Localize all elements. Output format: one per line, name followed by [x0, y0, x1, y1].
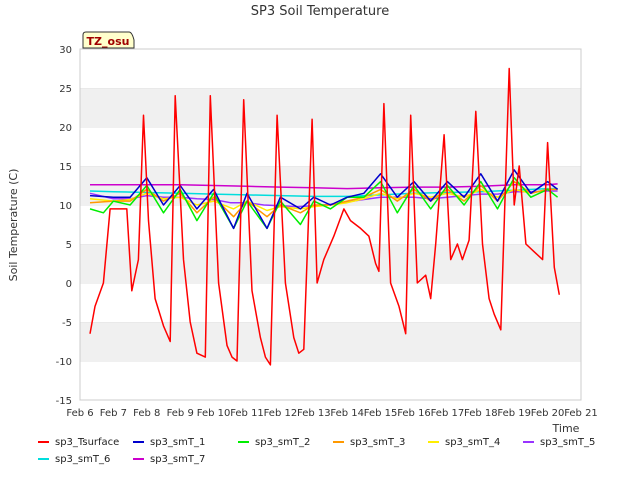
- y-tick-label: 0: [66, 279, 72, 290]
- grid-band: [80, 244, 581, 283]
- legend-item: sp3_smT_7: [133, 453, 205, 467]
- legend-swatch: [133, 458, 144, 460]
- x-tick-label: Feb 20: [531, 408, 565, 419]
- grid-band: [80, 88, 581, 127]
- legend-label: sp3_smT_5: [540, 437, 596, 448]
- legend-item: sp3_smT_3: [333, 436, 405, 450]
- y-tick-label: -15: [56, 396, 72, 407]
- x-tick-label: Feb 10: [197, 408, 231, 419]
- legend-swatch: [38, 458, 49, 460]
- grid-band: [80, 127, 581, 166]
- legend-label: sp3_Tsurface: [55, 437, 120, 448]
- legend-label: sp3_smT_7: [150, 454, 206, 465]
- legend-item: sp3_Tsurface: [38, 436, 119, 450]
- grid-band: [80, 361, 581, 400]
- y-tick-label: 5: [66, 240, 72, 251]
- series-layer: [89, 67, 561, 366]
- plot-frame: [79, 48, 582, 401]
- site-badge: TZ_osu: [82, 31, 135, 49]
- y-tick-label: -5: [62, 318, 72, 329]
- x-axis-label: Time: [552, 422, 580, 435]
- x-tick-label: Feb 21: [564, 408, 598, 419]
- y-tick-label: 15: [59, 162, 72, 173]
- x-tick-label: Feb 16: [397, 408, 431, 419]
- legend-item: sp3_smT_1: [133, 436, 205, 450]
- legend-label: sp3_smT_3: [350, 437, 406, 448]
- grid-band: [80, 49, 581, 88]
- x-tick-label: Feb 6: [66, 408, 93, 419]
- legend-item: sp3_smT_5: [523, 436, 595, 450]
- x-tick-label: Feb 19: [497, 408, 531, 419]
- legend-item: sp3_smT_2: [238, 436, 310, 450]
- y-tick-labels: -15 -10 -5 0 5 10 15 20 25 30: [56, 45, 72, 407]
- series-line-sp3-smt-1: [89, 169, 559, 230]
- x-tick-label: Feb 17: [431, 408, 465, 419]
- legend-swatch: [38, 441, 49, 443]
- grid-band: [80, 322, 581, 361]
- y-tick-label: -10: [56, 357, 72, 368]
- y-tick-label: 25: [59, 84, 72, 95]
- x-tick-label: Feb 8: [133, 408, 160, 419]
- y-tick-label: 20: [59, 123, 72, 134]
- x-tick-labels: Feb 6 Feb 7 Feb 8 Feb 9 Feb 10 Feb 11 Feb 12 Fe…: [66, 408, 597, 419]
- legend-label: sp3_smT_2: [255, 437, 311, 448]
- legend-swatch: [333, 441, 344, 443]
- series-line-sp3-smt-2: [89, 176, 559, 230]
- grid-band: [80, 205, 581, 244]
- chart-title: SP3 Soil Temperature: [251, 4, 389, 19]
- site-badge-label: TZ_osu: [87, 35, 130, 48]
- legend-item: sp3_smT_4: [428, 436, 500, 450]
- x-tick-label: Feb 18: [464, 408, 498, 419]
- x-tick-label: Feb 11: [230, 408, 264, 419]
- series-line-sp3-smt-7: [90, 183, 558, 190]
- x-tick-label: Feb 9: [167, 408, 194, 419]
- y-tick-label: 30: [59, 45, 72, 56]
- legend-swatch: [238, 441, 249, 443]
- legend-swatch: [428, 441, 439, 443]
- series-line-sp3-tsurface: [89, 67, 561, 366]
- legend-item: sp3_smT_6: [38, 453, 110, 467]
- grid-bands: [80, 48, 581, 400]
- legend-label: sp3_smT_1: [150, 437, 206, 448]
- y-axis-label: Soil Temperature (C): [7, 169, 20, 282]
- legend-label: sp3_smT_6: [55, 454, 111, 465]
- x-tick-label: Feb 7: [100, 408, 127, 419]
- x-tick-label: Feb 12: [264, 408, 298, 419]
- legend-swatch: [523, 441, 534, 443]
- x-tick-label: Feb 13: [297, 408, 331, 419]
- chart-legend: sp3_Tsurface sp3_smT_1 sp3_smT_2 sp3_smT_3 s…: [0, 436, 640, 476]
- grid-band: [80, 283, 581, 322]
- x-tick-label: Feb 15: [364, 408, 398, 419]
- y-tick-label: 10: [59, 201, 72, 212]
- series-line-sp3-smt-6: [89, 187, 558, 198]
- legend-label: sp3_smT_4: [445, 437, 501, 448]
- legend-swatch: [133, 441, 144, 443]
- x-tick-label: Feb 14: [330, 408, 364, 419]
